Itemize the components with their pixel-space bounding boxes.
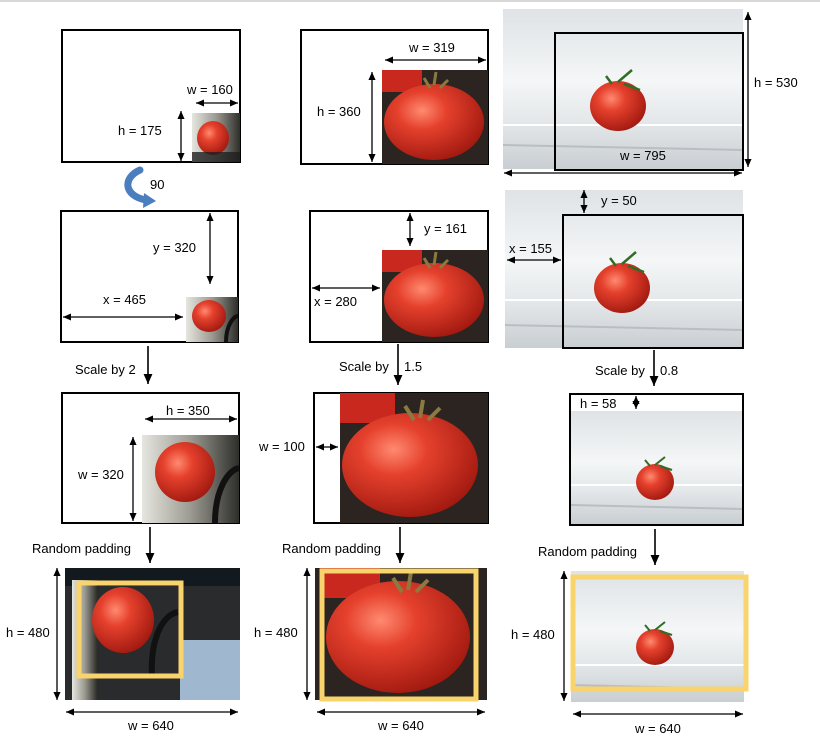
col1-row4-photo (65, 568, 240, 700)
col2-final-width-label: w = 640 (378, 718, 424, 733)
col3-row4-photo (570, 571, 745, 702)
col3-final-height-label: h = 480 (511, 627, 555, 642)
col2-padding-label: Random padding (282, 541, 382, 556)
col1-scaled-height-label: h = 350 (166, 403, 210, 418)
col1-scale-label: Scale by 2 (75, 362, 136, 377)
col3-row1 (502, 9, 752, 177)
rotate-arrow-icon (124, 166, 156, 208)
col2-scale-value: 1.5 (404, 359, 423, 374)
col2-row2 (309, 210, 489, 343)
col3-final-width-label: w = 640 (635, 721, 681, 736)
col3-padding-label: Random padding (538, 544, 638, 559)
col2-row4-photo (315, 568, 487, 700)
col1-orig-width-label: w = 160 (187, 82, 233, 97)
col1-final-width-label: w = 640 (128, 718, 174, 733)
col2-orig-width-label: w = 319 (409, 40, 455, 55)
col1-row1 (61, 29, 241, 163)
col3-scale-value: 0.8 (660, 363, 679, 378)
col1-offset-y-label: y = 320 (153, 240, 197, 255)
col1-padding-label: Random padding (32, 541, 132, 556)
col3-row4 (560, 571, 749, 718)
col3-orig-height-label: h = 530 (754, 75, 798, 90)
col1-row2-photo (186, 297, 239, 343)
col1-scaled-width-label: w = 320 (78, 467, 124, 482)
col1-row4 (53, 568, 240, 716)
col3-offset-x-label: x = 155 (509, 241, 553, 256)
col2-orig-height-label: h = 360 (317, 104, 361, 119)
col3-row1-photo (502, 9, 744, 169)
col3-orig-width-label: w = 795 (620, 148, 666, 163)
col2-row1 (300, 29, 489, 165)
col1-rotate-label: 90 (150, 177, 165, 192)
col2-final-height-label: h = 480 (254, 625, 298, 640)
col2-row3-photo (340, 393, 488, 523)
col1-offset-x-label: x = 465 (103, 292, 147, 307)
col1-orig-height-label: h = 175 (118, 123, 162, 138)
col2-row4 (303, 568, 487, 716)
col2-offset-y-label: y = 161 (424, 221, 468, 236)
col2-scale-label: Scale by (339, 359, 389, 374)
col2-row3 (313, 392, 489, 524)
col3-row3-photo (570, 411, 743, 524)
col1-row2 (60, 210, 239, 343)
col2-row1-photo (382, 70, 488, 164)
col1-row3-photo (142, 435, 240, 524)
col2-scaled-width-label: w = 100 (259, 439, 305, 454)
col3-row2-photo (504, 190, 744, 348)
col3-scale-label: Scale by (595, 363, 645, 378)
col3-scaled-height-label: h = 58 (580, 396, 617, 411)
col3-offset-y-label: y = 50 (601, 193, 637, 208)
top-rule (0, 0, 820, 2)
col3-row3 (569, 393, 744, 526)
col1-row1-photo (192, 113, 240, 162)
col1-final-height-label: h = 480 (6, 625, 50, 640)
col2-offset-x-label: x = 280 (314, 294, 358, 309)
col3-row2 (504, 190, 744, 349)
col2-row2-photo (382, 250, 488, 342)
col1-row3 (61, 392, 240, 524)
